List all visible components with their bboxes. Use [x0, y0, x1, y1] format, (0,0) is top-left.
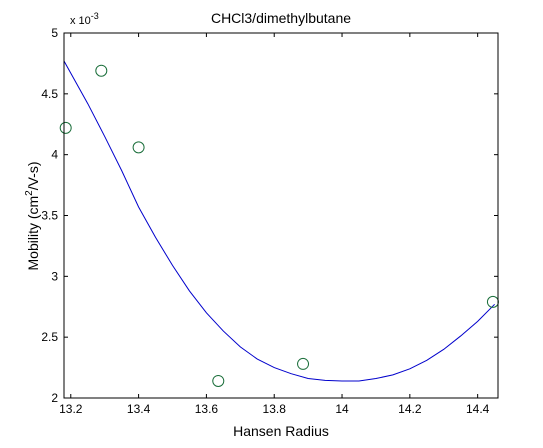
fit-curve-layer	[63, 60, 495, 382]
y-multiplier-base: x 10	[70, 15, 91, 27]
y-axis: 2 2.5 3 3.5 4 4.5 5	[41, 26, 498, 405]
y-tick-label: 3.5	[41, 209, 58, 223]
y-tick-label: 5	[51, 26, 58, 40]
x-tick-label: 13.8	[263, 402, 287, 416]
data-point	[212, 374, 225, 387]
data-points-layer	[59, 64, 499, 387]
y-multiplier-label: x 10-3	[70, 11, 99, 27]
data-point	[59, 121, 72, 134]
plot-area	[64, 33, 498, 398]
data-point	[95, 64, 108, 77]
x-tick-label: 14.4	[466, 402, 490, 416]
x-axis: 13.2 13.4 13.6 13.8 14 14.2 14.4	[59, 33, 490, 416]
y-axis-title: Mobility (cm2/V-s)	[24, 161, 41, 270]
y-tick-label: 2.5	[41, 330, 58, 344]
fit-curve	[63, 60, 495, 382]
data-point	[132, 141, 145, 154]
y-axis-title-suffix: /V-s)	[25, 161, 41, 190]
x-tick-label: 13.4	[127, 402, 151, 416]
y-tick-label: 3	[51, 269, 58, 283]
x-tick-label: 13.6	[195, 402, 219, 416]
x-tick-label: 14	[335, 402, 349, 416]
y-tick-label: 4.5	[41, 87, 58, 101]
x-axis-title: Hansen Radius	[233, 423, 329, 439]
y-tick-label: 4	[51, 148, 58, 162]
x-tick-label: 14.2	[398, 402, 422, 416]
x-tick-label: 13.2	[59, 402, 83, 416]
y-axis-title-prefix: Mobility (cm	[25, 196, 41, 271]
y-tick-label: 2	[51, 391, 58, 405]
y-multiplier-exp: -3	[91, 11, 99, 21]
chart-title: CHCl3/dimethylbutane	[211, 10, 351, 26]
y-axis-title-sup: 2	[24, 190, 35, 196]
data-point	[297, 357, 310, 370]
